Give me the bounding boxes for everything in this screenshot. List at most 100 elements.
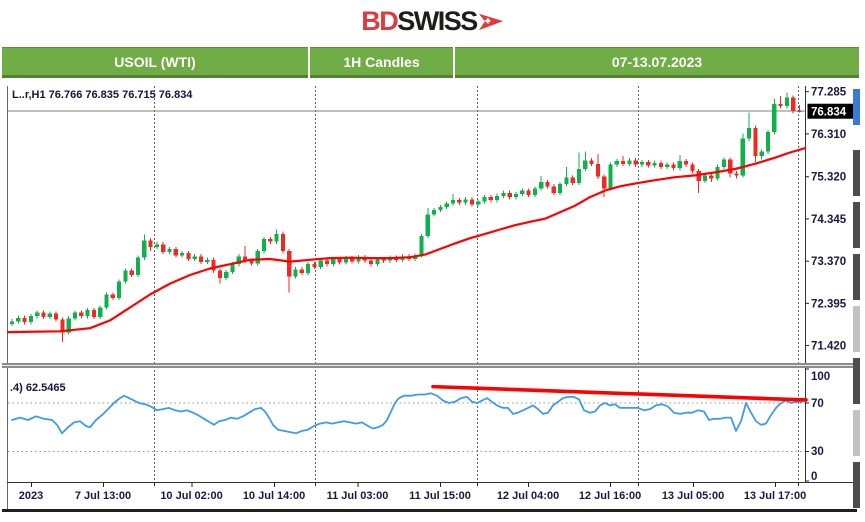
candle xyxy=(369,258,374,267)
candle xyxy=(211,257,216,273)
candle xyxy=(318,258,323,269)
rsi-trendline xyxy=(431,384,808,402)
time-tick-label: 10 Jul 14:00 xyxy=(243,490,305,502)
pane-divider xyxy=(2,363,855,368)
candle xyxy=(671,162,676,171)
candle xyxy=(583,151,588,172)
candle xyxy=(205,257,210,265)
candles-layer xyxy=(9,92,802,343)
candle xyxy=(261,236,267,254)
candle xyxy=(513,191,519,200)
candle xyxy=(608,162,613,191)
time-tick-label: 11 Jul 15:00 xyxy=(409,490,471,502)
candle xyxy=(419,233,424,258)
candle xyxy=(224,269,229,281)
candle xyxy=(198,254,204,265)
candle xyxy=(721,157,726,169)
scrollbar-track-segment xyxy=(853,150,860,196)
frame-layer xyxy=(2,86,857,512)
right-scroll-strip xyxy=(853,89,860,508)
candle xyxy=(91,307,96,320)
candle xyxy=(696,168,701,193)
time-tick-label: 12 Jul 16:00 xyxy=(579,490,641,502)
candle xyxy=(123,268,128,284)
candle xyxy=(495,193,500,203)
candle xyxy=(539,175,544,191)
candle xyxy=(129,268,134,278)
logo-bd-text: BD xyxy=(361,6,399,36)
time-axis: 2023 7 Jul 13:00 10 Jul 02:00 10 Jul 14:00 1… xyxy=(19,482,806,502)
candle xyxy=(356,255,361,264)
candle xyxy=(280,231,285,254)
rsi-tick-label: 70 xyxy=(811,398,824,410)
candle xyxy=(236,254,241,267)
candle xyxy=(186,250,191,262)
candle xyxy=(293,267,298,279)
logo-swiss-text: SWISS xyxy=(397,6,478,36)
candle xyxy=(41,310,46,320)
price-tick-label: 76.310 xyxy=(811,129,846,141)
candle xyxy=(306,262,311,275)
candle xyxy=(142,234,147,260)
time-tick-label: 13 Jul 17:00 xyxy=(744,490,806,502)
current-price-badge xyxy=(807,103,855,119)
candle xyxy=(482,194,487,204)
candle xyxy=(684,159,689,167)
price-tick-label: 71.420 xyxy=(811,341,846,353)
candle xyxy=(180,250,185,258)
scrollbar-track-segment xyxy=(853,254,860,300)
candle xyxy=(646,159,651,168)
candle xyxy=(564,166,569,187)
candle xyxy=(709,173,714,182)
time-tick-label: 12 Jul 04:00 xyxy=(497,490,559,502)
candle xyxy=(173,246,178,258)
price-tick-label: 73.370 xyxy=(811,256,846,268)
candle xyxy=(438,204,443,213)
scrollbar-track-segment xyxy=(853,462,860,508)
candle xyxy=(148,238,153,252)
candle xyxy=(135,255,141,278)
price-tick-label: 74.345 xyxy=(811,214,847,226)
candle xyxy=(690,162,695,174)
candle xyxy=(526,188,531,198)
candle xyxy=(85,307,90,319)
candle xyxy=(54,311,59,322)
rsi-value-readout: .4) 62.5465 xyxy=(10,382,66,394)
ohlc-readout: L..r,H1 76.766 76.835 76.715 76.834 xyxy=(12,89,193,101)
candle xyxy=(312,262,317,269)
scrollbar-thumb xyxy=(853,89,860,125)
logo-arrow-icon xyxy=(478,13,503,31)
candle xyxy=(589,158,594,166)
candle xyxy=(268,236,273,244)
time-tick-label: 10 Jul 02:00 xyxy=(160,490,222,502)
candle xyxy=(740,133,745,178)
current-price-badge-label: 76.834 xyxy=(811,107,847,119)
candle xyxy=(747,112,752,141)
rsi-layer xyxy=(11,392,803,435)
candle xyxy=(192,254,197,262)
bdswiss-logo: BDSWISS xyxy=(0,5,865,37)
candle xyxy=(457,197,462,205)
price-badge: 76.834 xyxy=(807,103,855,119)
rsi-line xyxy=(11,392,803,435)
candle xyxy=(602,174,607,198)
candle xyxy=(16,315,21,324)
candle xyxy=(658,160,663,169)
candle xyxy=(476,199,481,207)
candle xyxy=(287,249,292,293)
candle xyxy=(501,190,506,198)
candle xyxy=(60,317,65,343)
chart-info-bar: USOIL (WTI) 1H Candles 07-13.07.2023 xyxy=(2,47,859,78)
rsi-tick-label: 100 xyxy=(811,371,830,383)
candle xyxy=(255,249,260,266)
candle xyxy=(570,175,575,185)
candle xyxy=(463,197,468,205)
candle xyxy=(576,152,582,185)
candle xyxy=(110,292,115,301)
candle xyxy=(154,242,159,250)
candle xyxy=(217,268,222,284)
scrollbar-track-segment xyxy=(853,202,860,248)
candle xyxy=(72,310,78,321)
candle xyxy=(507,190,512,200)
time-tick-label: 2023 xyxy=(19,490,43,502)
